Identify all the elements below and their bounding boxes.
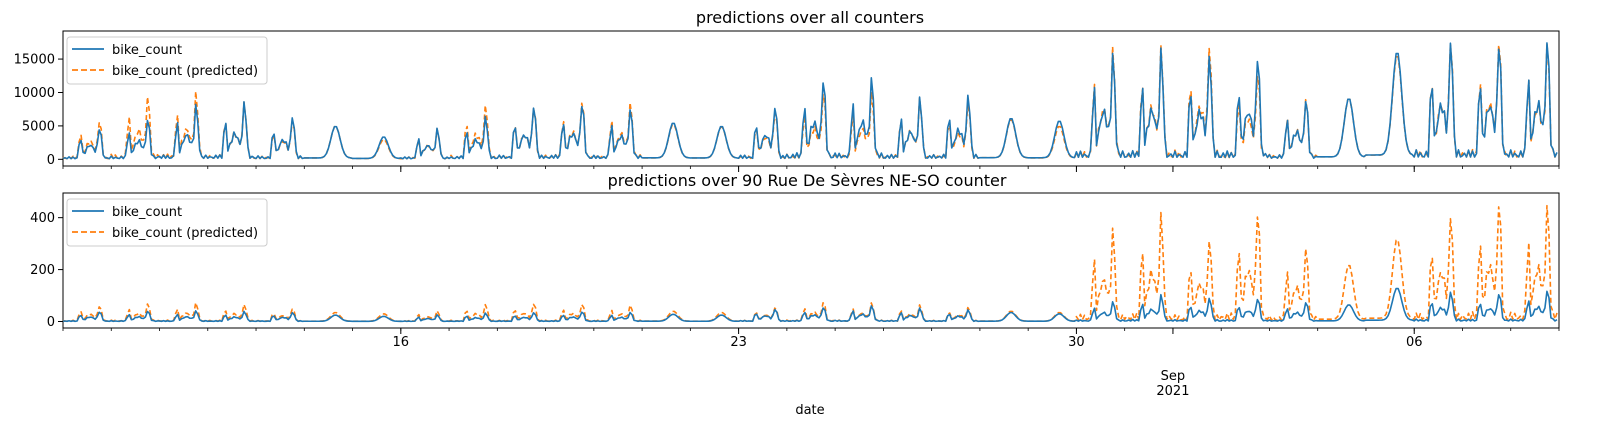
- legend-label-actual: bike_count: [112, 205, 182, 220]
- x-tick-label: Sep: [1161, 369, 1186, 384]
- x-tick-label: 2021: [1156, 384, 1189, 399]
- plot-frame: [62, 192, 1560, 329]
- chart-panel-rue-de-sevres: predictions over 90 Rue De Sèvres NE-SO …: [30, 171, 1560, 418]
- plot-frame: [62, 30, 1560, 167]
- y-tick-label: 0: [47, 153, 55, 168]
- x-tick-label: 23: [730, 335, 747, 350]
- chart-panel-all-counters: predictions over all counters 0 5000 10000…: [14, 8, 1560, 172]
- legend: bike_count bike_count (predicted): [66, 36, 268, 85]
- series-line-actual: [62, 42, 1558, 160]
- y-tick-label: 200: [30, 263, 55, 278]
- legend-box: [66, 198, 268, 247]
- series-line-actual: [62, 287, 1558, 323]
- x-tick-label: 30: [1068, 335, 1085, 350]
- y-tick-label: 10000: [14, 86, 55, 101]
- chart-title: predictions over 90 Rue De Sèvres NE-SO …: [608, 171, 1007, 190]
- legend-label-predicted: bike_count (predicted): [112, 226, 258, 241]
- legend-label-predicted: bike_count (predicted): [112, 64, 258, 79]
- y-tick-label: 400: [30, 211, 55, 226]
- y-tick-label: 15000: [14, 53, 55, 68]
- series-line-predicted: [62, 204, 1558, 323]
- legend-label-actual: bike_count: [112, 43, 182, 58]
- legend: bike_count bike_count (predicted): [66, 198, 268, 247]
- x-tick-label: 06: [1406, 335, 1423, 350]
- y-tick-label: 0: [47, 315, 55, 330]
- y-tick-label: 5000: [22, 119, 55, 134]
- x-axis-label: date: [795, 403, 824, 418]
- x-tick-label: 16: [393, 335, 410, 350]
- legend-box: [66, 36, 268, 85]
- chart-title: predictions over all counters: [696, 8, 924, 27]
